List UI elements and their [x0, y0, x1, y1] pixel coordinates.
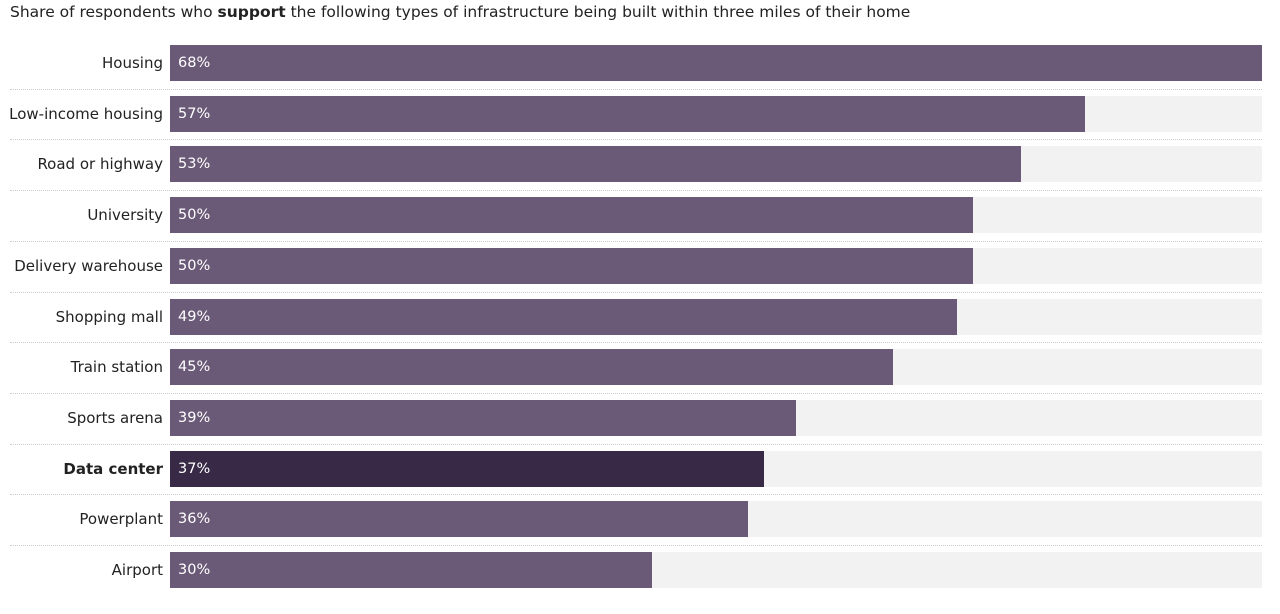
row-separator [10, 443, 1262, 445]
category-label: Powerplant [79, 510, 163, 529]
value-label: 39% [178, 409, 211, 426]
bar-row: Low-income housing 57% [9, 95, 1262, 132]
bar [170, 146, 1022, 183]
row-separator [10, 342, 1262, 344]
value-label: 37% [178, 460, 211, 477]
value-label: 36% [178, 511, 211, 528]
row-separator [10, 291, 1262, 293]
bar-row: Data center 37% [10, 450, 1262, 487]
bar [170, 501, 749, 538]
bar-row: Powerplant 36% [10, 501, 1262, 538]
title-text: the following types of infrastructure be… [285, 3, 911, 21]
category-label: University [87, 206, 163, 225]
value-label: 50% [178, 207, 211, 224]
row-separator [10, 190, 1262, 192]
value-label: 68% [178, 55, 211, 71]
bar [170, 247, 973, 284]
value-label: 50% [178, 257, 211, 274]
row-separator [10, 240, 1262, 242]
value-label: 57% [178, 105, 211, 122]
value-label: 45% [178, 359, 211, 376]
category-label: Shopping mall [55, 307, 163, 326]
row-separator [10, 139, 1262, 141]
bar [170, 450, 765, 487]
row-separator [10, 545, 1262, 546]
bar-row: Sports arena 39% [10, 399, 1262, 436]
bar [170, 399, 797, 436]
bar-row: Train station 45% [10, 349, 1262, 386]
value-label: 49% [178, 308, 211, 325]
bar-row: University 50% [10, 197, 1262, 234]
row-separator [10, 494, 1262, 496]
category-label: Data center [63, 459, 163, 478]
category-label: Airport [111, 561, 163, 579]
row-separator [10, 392, 1262, 394]
bar [170, 197, 973, 234]
bar-row: Airport 30% [10, 552, 1262, 588]
category-label: Low-income housing [9, 104, 163, 123]
title-text: Share of respondents who [10, 3, 218, 21]
row-separator [10, 88, 1262, 90]
value-label: 53% [178, 156, 211, 173]
category-label: Road or highway [37, 155, 163, 174]
bar-row: Delivery warehouse 50% [10, 247, 1262, 284]
bar-row: Road or highway 53% [10, 146, 1262, 183]
bar-row: Housing 68% [10, 45, 1262, 81]
chart-title: Share of respondents who support the fol… [10, 3, 910, 21]
bar [170, 95, 1086, 132]
category-label: Housing [102, 54, 163, 72]
category-label: Sports arena [67, 408, 163, 427]
category-label: Train station [70, 358, 163, 377]
bar [170, 298, 957, 335]
title-emphasis: support [217, 3, 286, 21]
bar [170, 45, 1262, 81]
bar [170, 552, 652, 588]
value-label: 30% [178, 562, 211, 578]
category-label: Delivery warehouse [14, 256, 163, 275]
bar-row: Shopping mall 49% [10, 298, 1262, 335]
bar [170, 349, 893, 386]
